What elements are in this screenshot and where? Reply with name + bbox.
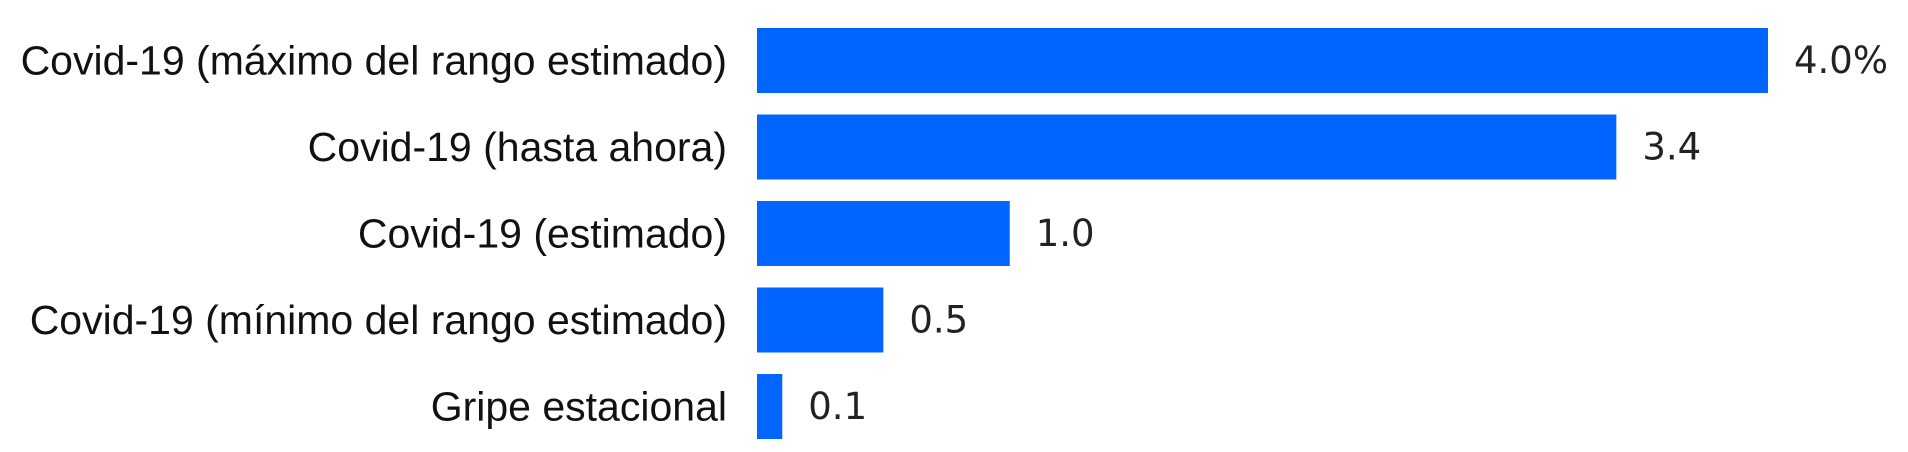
- bars-layer: [757, 28, 1768, 439]
- bar: [757, 287, 884, 353]
- value-label: 1.0: [1036, 212, 1095, 255]
- value-labels: 4.0% 3.4 1.0 0.5 0.1: [808, 39, 1888, 428]
- bar: [757, 114, 1617, 180]
- bar: [757, 201, 1010, 266]
- category-label: Covid-19 (mínimo del rango estimado): [30, 297, 727, 343]
- value-label: 0.5: [909, 299, 968, 342]
- value-label: 4.0%: [1794, 39, 1888, 82]
- value-label: 3.4: [1642, 126, 1701, 169]
- category-label: Covid-19 (máximo del rango estimado): [21, 38, 727, 84]
- category-label: Covid-19 (estimado): [358, 211, 727, 257]
- category-labels: Covid-19 (máximo del rango estimado) Covi…: [21, 38, 727, 430]
- category-label: Covid-19 (hasta ahora): [308, 124, 727, 170]
- category-label: Gripe estacional: [431, 384, 727, 430]
- value-label: 0.1: [808, 385, 867, 428]
- bar: [757, 374, 783, 439]
- bar: [757, 28, 1768, 93]
